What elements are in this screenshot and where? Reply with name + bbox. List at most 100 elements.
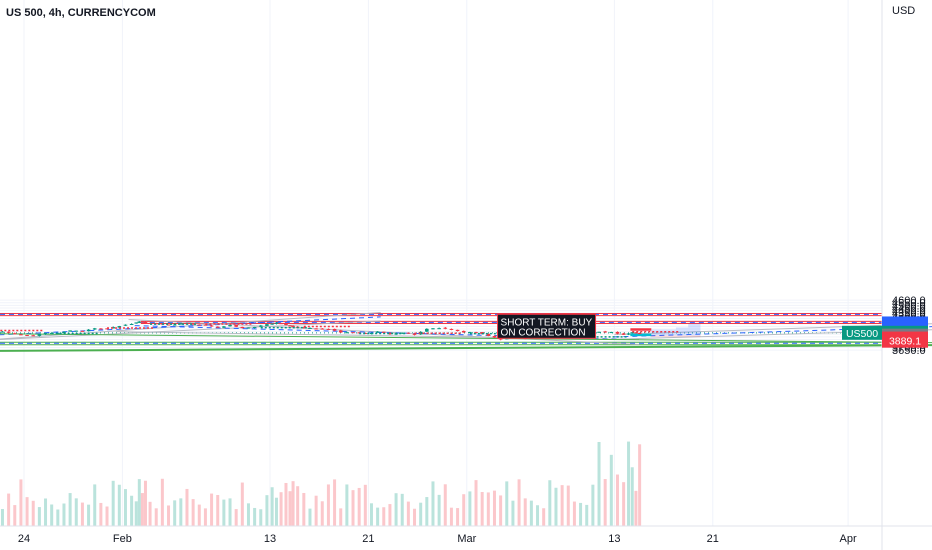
candle-body xyxy=(449,328,454,330)
volume-bar xyxy=(603,479,607,526)
candle-body xyxy=(400,332,405,334)
volume-bar xyxy=(74,498,78,526)
time-tick-label: 13 xyxy=(264,533,276,545)
volume-bar xyxy=(210,493,214,526)
candle-body xyxy=(388,332,392,335)
volume-bar xyxy=(222,499,226,526)
volume-bar xyxy=(259,509,263,526)
candle-body xyxy=(270,323,274,325)
volume-bar xyxy=(197,504,201,526)
volume-bar xyxy=(44,498,48,526)
time-tick-label: 13 xyxy=(608,533,620,545)
volume-bar xyxy=(345,484,349,526)
volume-bar xyxy=(7,493,11,526)
volume-bar xyxy=(548,480,552,526)
candle-body xyxy=(455,329,460,331)
volume-bar xyxy=(339,508,343,526)
volume-bar xyxy=(585,504,589,526)
symbol-tag-background xyxy=(842,325,882,340)
candle-body xyxy=(12,333,17,335)
price-tick-label: 3650.0 xyxy=(892,345,926,357)
candle-body xyxy=(172,324,177,326)
long-support-trendline xyxy=(0,344,932,352)
volume-bar xyxy=(369,503,373,526)
price-tick-label: 4450.0 xyxy=(892,303,926,315)
volume-bar xyxy=(140,493,144,526)
candle-body xyxy=(320,328,325,330)
candle-body xyxy=(486,333,491,336)
volume-bar xyxy=(517,479,521,526)
volume-bar xyxy=(382,507,386,526)
channel-midline xyxy=(134,325,640,341)
candle-body xyxy=(56,332,60,334)
volume-bar xyxy=(634,490,638,526)
volume-bar xyxy=(296,486,300,526)
volume-bar xyxy=(499,495,503,526)
time-tick-label: Feb xyxy=(113,533,132,545)
annotation-line-1: SHORT TERM: BUY xyxy=(501,317,593,328)
volume-bar xyxy=(536,505,540,526)
candle-body xyxy=(637,333,642,335)
volume-bar xyxy=(203,508,207,526)
target-box xyxy=(651,329,676,336)
candle-body xyxy=(418,331,423,335)
candle-body xyxy=(191,323,195,325)
candle-body xyxy=(406,332,411,334)
price-tag-background xyxy=(882,333,928,348)
volume-bar xyxy=(246,503,250,526)
volume-bar xyxy=(25,497,29,526)
volume-bar xyxy=(431,481,435,526)
volume-bar xyxy=(80,502,84,526)
annotation-background xyxy=(497,313,597,339)
annotation-box[interactable]: SHORT TERM: BUY ON CORRECTION xyxy=(497,313,597,339)
volume-bar xyxy=(363,484,367,526)
candle-body xyxy=(228,325,232,327)
volume-bar xyxy=(480,492,484,526)
volume-bar xyxy=(228,498,232,526)
price-tag-label: 3889.1 xyxy=(889,336,921,348)
time-tick-label: 24 xyxy=(18,533,30,545)
candle-body xyxy=(431,328,435,330)
volume-bar xyxy=(13,505,17,526)
volume-bar xyxy=(560,485,564,526)
volume-bar xyxy=(270,487,274,526)
candle-body xyxy=(105,328,109,330)
volume-bar xyxy=(357,487,361,526)
volume-bar xyxy=(62,503,66,526)
volume-bar xyxy=(400,493,404,526)
volume-bar xyxy=(154,508,158,526)
candle-body xyxy=(308,327,312,329)
time-axis[interactable]: 24Feb1321Mar1321Apr17May xyxy=(18,533,932,545)
time-tick-label: Mar xyxy=(457,533,476,545)
volume-bar xyxy=(609,454,613,526)
candle-body xyxy=(37,334,42,336)
candle-body xyxy=(92,328,97,330)
volume-bar xyxy=(137,479,141,526)
target-box xyxy=(688,323,701,336)
candle-body xyxy=(209,325,214,327)
candle-body xyxy=(363,332,368,334)
candle-body xyxy=(615,331,620,334)
candle-body xyxy=(288,325,292,327)
candle-body xyxy=(258,325,263,327)
candle-body xyxy=(111,327,115,329)
candle-body xyxy=(630,332,635,334)
volume-bar xyxy=(406,501,410,526)
candle-body xyxy=(332,328,337,331)
candle-body xyxy=(351,332,355,334)
volume-bar xyxy=(591,484,595,526)
candle-body xyxy=(492,335,497,338)
volume-bar xyxy=(160,478,164,526)
volume-bar xyxy=(333,479,337,526)
volume-bar xyxy=(419,502,423,526)
volume-bar xyxy=(134,501,138,526)
volume-bar xyxy=(279,492,283,526)
volume-bar xyxy=(572,501,576,526)
candle-body xyxy=(302,327,306,329)
candle-body xyxy=(252,327,257,329)
candle-body xyxy=(68,330,72,332)
currency-label: USD xyxy=(892,5,915,17)
candle-body xyxy=(634,332,638,334)
volume-bar xyxy=(50,504,54,526)
